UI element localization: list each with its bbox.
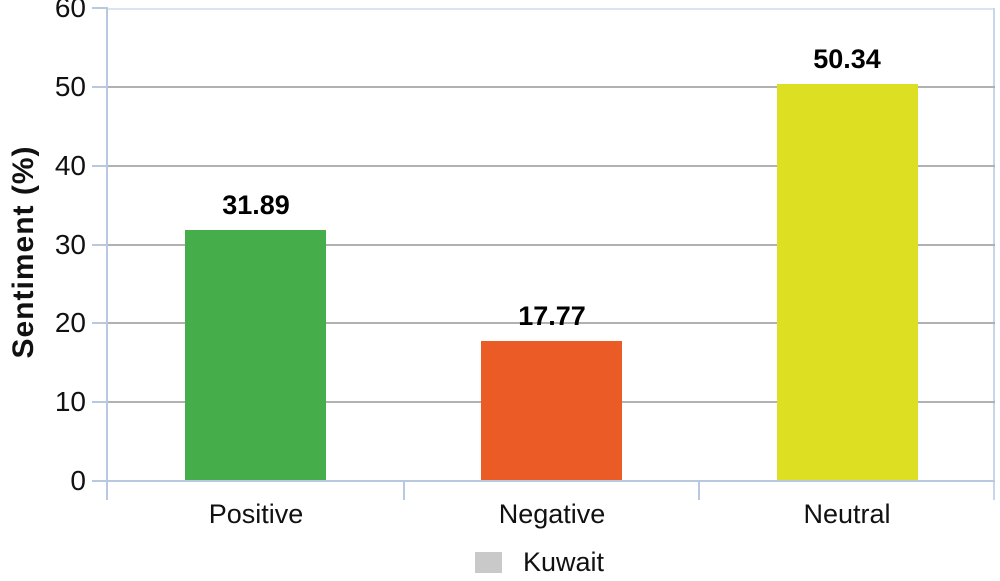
bar-value-label-neutral: 50.34 bbox=[813, 44, 881, 74]
y-tick-label: 50 bbox=[54, 71, 86, 102]
y-tick-label: 30 bbox=[54, 229, 86, 260]
y-tick-label: 10 bbox=[54, 386, 86, 417]
gridline bbox=[108, 244, 995, 246]
bar-value-label-negative: 17.77 bbox=[518, 301, 586, 331]
gridline bbox=[108, 86, 995, 88]
bar-neutral[interactable] bbox=[777, 84, 918, 481]
y-tick bbox=[92, 86, 108, 88]
bar-negative[interactable] bbox=[481, 341, 622, 481]
bar-positive[interactable] bbox=[185, 230, 326, 481]
y-tick-label: 0 bbox=[70, 465, 86, 496]
y-tick bbox=[92, 480, 108, 482]
bar-value-label-positive: 31.89 bbox=[222, 190, 290, 220]
legend[interactable]: Kuwait bbox=[475, 547, 604, 577]
x-tick bbox=[698, 481, 700, 500]
y-tick bbox=[92, 322, 108, 324]
x-axis-line bbox=[106, 480, 995, 482]
plot-border-right bbox=[993, 8, 995, 500]
y-tick bbox=[92, 165, 108, 167]
category-label-negative: Negative bbox=[498, 499, 606, 529]
y-tick bbox=[92, 244, 108, 246]
gridline bbox=[108, 322, 995, 324]
y-tick-label: 20 bbox=[54, 307, 86, 338]
y-tick bbox=[92, 7, 108, 9]
plot-border-top bbox=[108, 8, 995, 10]
gridline bbox=[108, 165, 995, 167]
category-label-neutral: Neutral bbox=[803, 499, 891, 529]
y-tick bbox=[92, 401, 108, 403]
category-label-positive: Positive bbox=[208, 499, 304, 529]
legend-label: Kuwait bbox=[523, 547, 605, 577]
x-tick bbox=[403, 481, 405, 500]
legend-swatch-kuwait bbox=[475, 551, 502, 573]
y-tick-label: 60 bbox=[54, 0, 86, 23]
y-tick-label: 40 bbox=[54, 150, 86, 181]
y-axis-line bbox=[106, 8, 108, 500]
